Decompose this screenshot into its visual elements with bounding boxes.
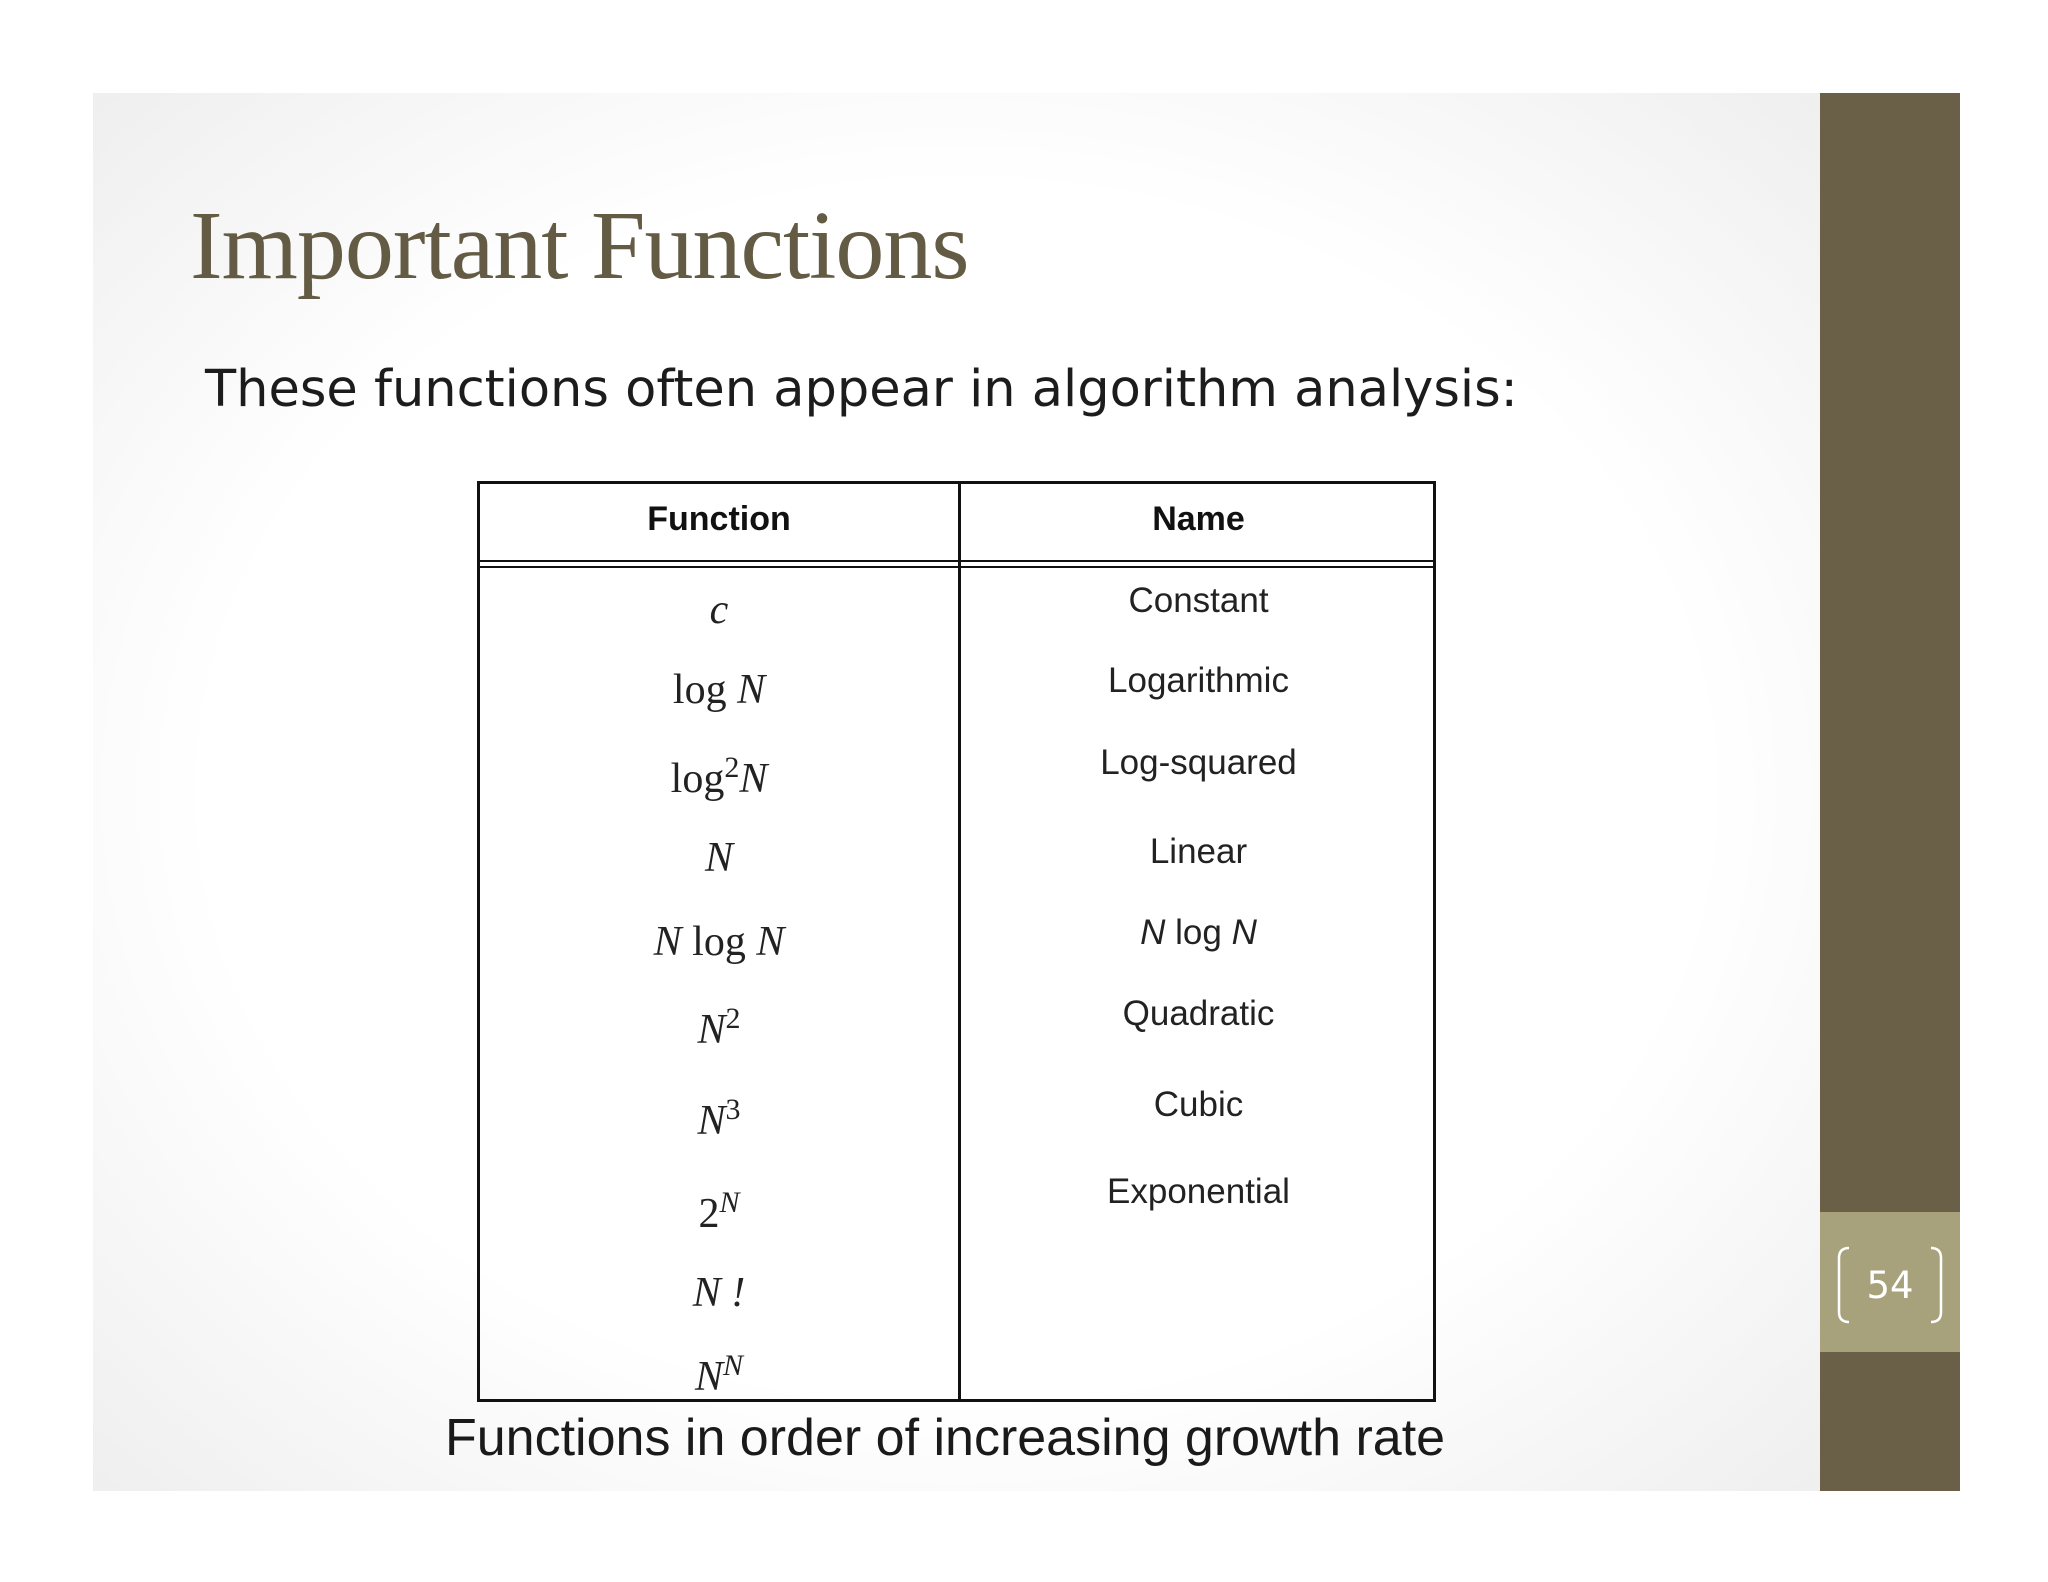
bracket-icon — [1837, 1246, 1943, 1324]
table-row: log N Logarithmic — [480, 661, 1433, 741]
table-row: N ! — [480, 1264, 1433, 1344]
function-cell: 2N — [698, 1186, 740, 1237]
function-cell: c — [709, 587, 729, 633]
table-row: N2 Quadratic — [480, 994, 1433, 1074]
function-cell: log N — [672, 667, 766, 713]
table-row: log2N Log-squared — [480, 743, 1433, 823]
name-cell: Exponential — [1107, 1172, 1290, 1211]
name-cell: N log N — [1140, 913, 1257, 952]
slide-subtitle: These functions often appear in algorith… — [205, 360, 1518, 419]
function-cell: log2N — [670, 751, 768, 802]
header-function: Function — [647, 500, 791, 538]
name-cell: Log-squared — [1100, 743, 1297, 782]
name-cell: Logarithmic — [1108, 661, 1289, 700]
column-divider — [958, 484, 961, 1399]
table-row: N3 Cubic — [480, 1085, 1433, 1165]
function-cell: N2 — [697, 1002, 741, 1053]
slide-number-box — [1820, 1212, 1960, 1352]
table-row: c Constant — [480, 581, 1433, 661]
table-caption: Functions in order of increasing growth … — [445, 1409, 1446, 1467]
functions-table: Function Name c Constant log N Logarithm… — [477, 481, 1436, 1402]
slide-number-bracket: 54 — [1835, 1246, 1945, 1324]
header-rule-2 — [480, 566, 1433, 568]
name-cell: Cubic — [1153, 1085, 1244, 1124]
function-cell: N — [704, 835, 733, 881]
table-row: 2N Exponential — [480, 1172, 1433, 1252]
table-row: N Linear — [480, 832, 1433, 912]
header-name: Name — [1152, 500, 1245, 538]
function-cell: N ! — [692, 1270, 746, 1316]
name-cell: Quadratic — [1122, 994, 1275, 1033]
table-row: N log N N log N — [480, 913, 1433, 993]
function-cell: NN — [694, 1349, 744, 1400]
header-rule-1 — [480, 560, 1433, 562]
function-cell: N log N — [653, 919, 785, 965]
slide-title: Important Functions — [190, 192, 970, 300]
name-cell: Constant — [1128, 581, 1269, 620]
slide-background — [93, 93, 1820, 1491]
function-cell: N3 — [697, 1093, 741, 1144]
slide-number: 54 — [1866, 1263, 1914, 1307]
table-row: NN — [480, 1339, 1433, 1419]
name-cell: Linear — [1149, 832, 1248, 871]
